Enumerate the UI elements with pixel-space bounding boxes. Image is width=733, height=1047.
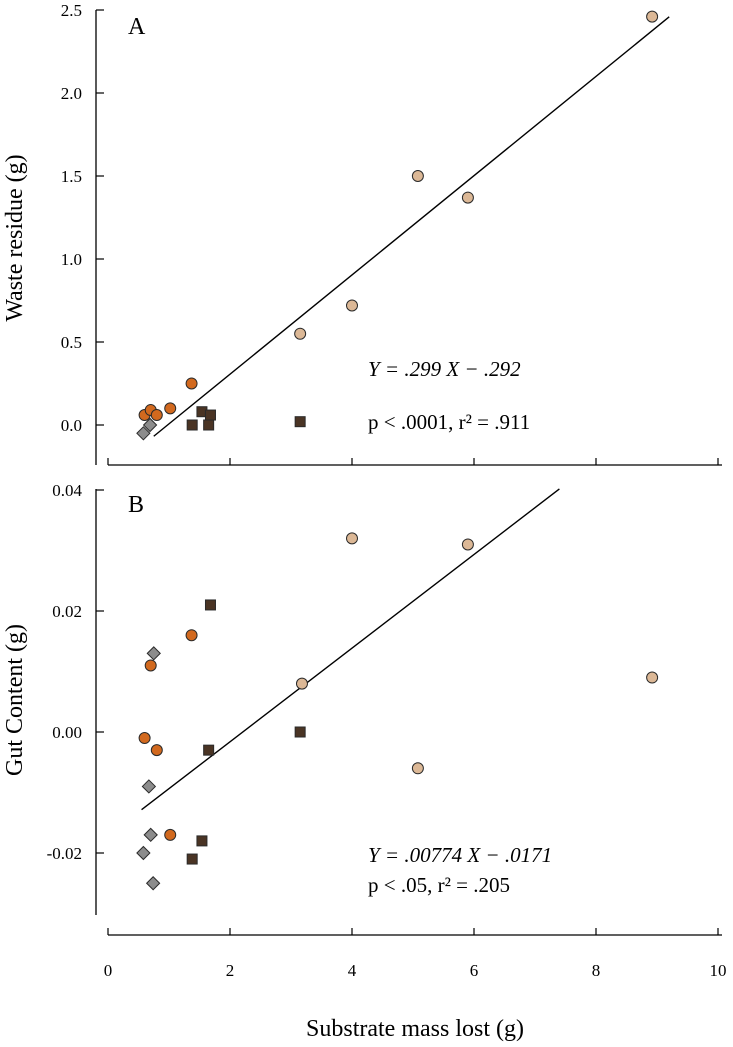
data-point-square bbox=[196, 835, 208, 847]
fit-line-a bbox=[153, 16, 670, 437]
points-a bbox=[136, 10, 659, 441]
y-ticks-a: 0.0 0.5 1.0 1.5 2.0 2.5 bbox=[61, 1, 104, 435]
data-point-circle bbox=[144, 659, 157, 672]
y-tick-label-b: 0.04 bbox=[52, 481, 82, 500]
data-point-square bbox=[186, 419, 198, 431]
data-point-circle bbox=[294, 327, 307, 340]
data-point-square bbox=[186, 853, 198, 865]
panel-a: A 0.0 0.5 1.0 1.5 2.0 2.5 Y = .299 X − .292 p… bbox=[2, 1, 670, 465]
y-ticks-b: -0.02 0.00 0.02 0.04 bbox=[47, 481, 104, 863]
data-point-circle bbox=[346, 532, 358, 545]
data-point-circle bbox=[185, 377, 198, 390]
fit-line-b bbox=[141, 488, 560, 811]
x-axis-title: Substrate mass lost (g) bbox=[306, 1016, 524, 1042]
y-tick-label-a: 0.5 bbox=[61, 333, 82, 352]
y-axis-title-a: Waste residue (g) bbox=[2, 154, 28, 321]
y-tick-label-a: 1.5 bbox=[61, 167, 82, 186]
data-point-square bbox=[294, 726, 306, 738]
regression-line bbox=[153, 16, 670, 437]
data-point-circle bbox=[185, 629, 198, 642]
data-point-circle bbox=[138, 732, 151, 745]
y-tick-label-b: 0.02 bbox=[52, 602, 82, 621]
data-point-circle bbox=[346, 299, 358, 312]
data-point-circle bbox=[411, 762, 424, 775]
x-ticks: 0 2 4 6 8 10 bbox=[104, 458, 727, 980]
y-tick-label-a: 1.0 bbox=[61, 250, 82, 269]
data-point-circle bbox=[411, 170, 424, 182]
x-tick-label: 6 bbox=[470, 961, 479, 980]
panel-label-b: B bbox=[128, 492, 144, 518]
equation-b: Y = .00774 X − .0171 bbox=[368, 843, 552, 867]
data-point-square bbox=[204, 409, 216, 421]
data-point-diamond bbox=[141, 779, 157, 794]
x-tick-label: 8 bbox=[592, 961, 601, 980]
panel-label-a: A bbox=[128, 14, 146, 40]
data-point-diamond bbox=[136, 426, 151, 441]
stats-a: p < .0001, r² = .911 bbox=[368, 410, 530, 434]
data-point-circle bbox=[164, 402, 177, 415]
data-point-square bbox=[294, 416, 306, 428]
data-point-square bbox=[203, 419, 215, 431]
points-b bbox=[136, 532, 659, 891]
y-tick-label-b: 0.00 bbox=[52, 723, 82, 742]
data-point-circle bbox=[295, 677, 308, 690]
y-tick-label-b: -0.02 bbox=[47, 844, 82, 863]
data-point-circle bbox=[646, 10, 659, 23]
data-point-circle bbox=[461, 538, 474, 551]
x-tick-label: 2 bbox=[226, 961, 235, 980]
data-point-diamond bbox=[145, 876, 161, 891]
regression-line bbox=[141, 488, 560, 811]
x-tick-label: 10 bbox=[710, 961, 727, 980]
y-tick-label-a: 0.0 bbox=[61, 416, 82, 435]
data-point-square bbox=[204, 599, 216, 611]
data-point-square bbox=[203, 744, 215, 756]
y-tick-label-a: 2.0 bbox=[61, 84, 82, 103]
data-point-diamond bbox=[142, 417, 158, 433]
data-point-diamond bbox=[143, 827, 158, 843]
data-point-diamond bbox=[146, 646, 161, 661]
data-point-circle bbox=[646, 671, 659, 684]
data-point-circle bbox=[461, 191, 474, 204]
data-point-diamond bbox=[136, 845, 151, 861]
panel-b: B -0.02 0.00 0.02 0.04 Y = .00774 X − .0171… bbox=[2, 481, 659, 915]
data-point-circle bbox=[164, 828, 177, 841]
x-tick-label: 4 bbox=[348, 961, 357, 980]
equation-a: Y = .299 X − .292 bbox=[368, 357, 521, 381]
data-point-circle bbox=[150, 409, 163, 422]
y-axis-title-b: Gut Content (g) bbox=[2, 624, 28, 776]
y-tick-label-a: 2.5 bbox=[61, 1, 82, 20]
data-point-circle bbox=[150, 744, 163, 757]
stats-b: p < .05, r² = .205 bbox=[368, 873, 510, 897]
x-tick-label: 0 bbox=[104, 961, 113, 980]
